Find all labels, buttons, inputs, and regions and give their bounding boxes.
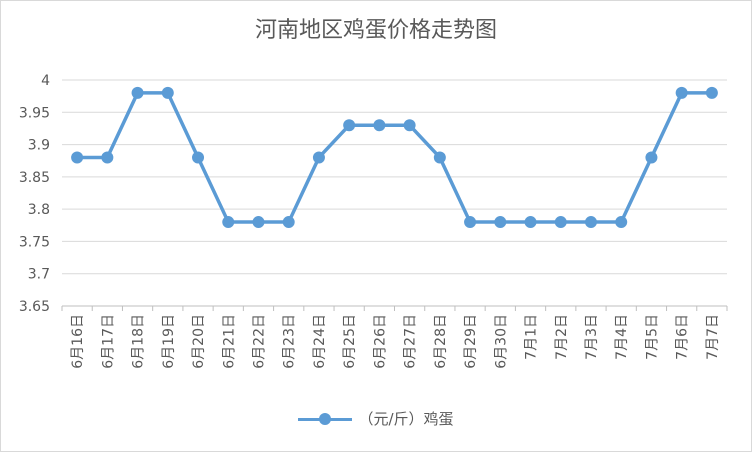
x-tick-label: 7月1日	[524, 314, 540, 360]
y-tick-label: 3.65	[19, 299, 50, 315]
y-tick-labels: 3.65 3.7 3.75 3.8 3.85 3.9 3.95 4	[19, 73, 50, 315]
series-layer	[71, 86, 718, 229]
data-point	[403, 119, 416, 132]
x-tick-label: 6月16日	[70, 314, 86, 369]
x-tick-label: 6月28日	[433, 314, 449, 369]
data-point	[494, 216, 507, 229]
legend-label: （元/斤）鸡蛋	[358, 410, 454, 428]
x-tick-label: 6月29日	[463, 314, 479, 369]
legend: （元/斤）鸡蛋	[0, 408, 752, 430]
x-tick-label: 6月18日	[131, 314, 147, 369]
x-tick-label: 6月21日	[221, 314, 237, 369]
data-point	[584, 216, 597, 229]
data-point	[252, 216, 265, 229]
data-point	[675, 86, 688, 99]
x-tick-labels: 6月16日 6月17日 6月18日 6月19日 6月20日 6月21日 6月22日 6月23日…	[70, 314, 721, 369]
y-tick-label: 4	[41, 73, 50, 89]
x-tick-label: 7月2日	[554, 314, 570, 360]
data-point	[464, 216, 477, 229]
x-tick-label: 7月4日	[614, 314, 630, 360]
data-point	[373, 119, 386, 132]
y-tick-label: 3.7	[28, 267, 50, 283]
y-tick-label: 3.9	[28, 138, 50, 154]
x-tick-label: 6月25日	[342, 314, 358, 369]
data-point	[433, 151, 446, 164]
x-tick-label: 7月7日	[705, 314, 721, 360]
data-point	[131, 86, 144, 99]
y-tick-label: 3.75	[19, 234, 50, 250]
x-tick-label: 6月26日	[372, 314, 388, 369]
data-point	[222, 216, 235, 229]
data-point	[645, 151, 658, 164]
data-point	[343, 119, 356, 132]
data-point	[161, 86, 174, 99]
chart-title: 河南地区鸡蛋价格走势图	[254, 18, 497, 43]
x-tick-label: 6月27日	[403, 314, 419, 369]
data-point	[101, 151, 114, 164]
x-tick-label: 7月5日	[644, 314, 660, 360]
data-point	[554, 216, 567, 229]
y-tick-label: 3.85	[19, 170, 50, 186]
x-tick-label: 7月6日	[675, 314, 691, 360]
data-point	[312, 151, 325, 164]
y-tick-label: 3.8	[28, 202, 50, 218]
x-tick-label: 6月23日	[282, 314, 298, 369]
legend-swatch	[298, 412, 353, 426]
data-point	[282, 216, 295, 229]
data-point	[705, 86, 718, 99]
x-tick-label: 6月19日	[161, 314, 177, 369]
data-point	[192, 151, 205, 164]
gridlines	[61, 79, 728, 311]
data-point	[524, 216, 537, 229]
y-tick-label: 3.95	[19, 105, 50, 121]
data-point	[71, 151, 84, 164]
series-line	[77, 91, 712, 224]
x-tick-label: 6月17日	[100, 314, 116, 369]
x-tick-label: 6月24日	[312, 314, 328, 369]
x-tick-label: 7月3日	[584, 314, 600, 360]
x-tick-label: 6月20日	[191, 314, 207, 369]
x-tick-label: 6月22日	[251, 314, 267, 369]
data-point	[615, 216, 628, 229]
x-tick-label: 6月30日	[493, 314, 509, 369]
